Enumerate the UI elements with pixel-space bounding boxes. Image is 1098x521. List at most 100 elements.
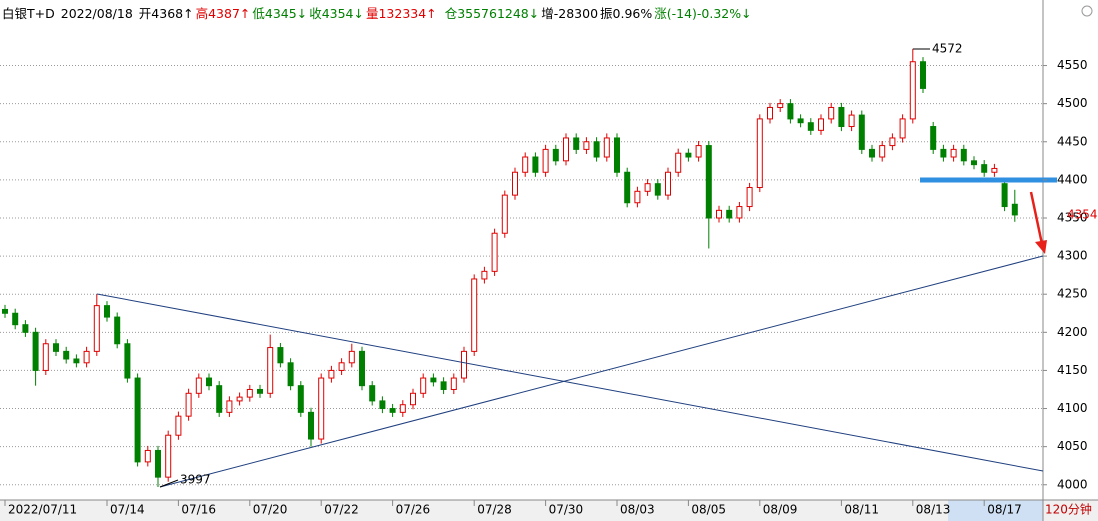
candle-body	[450, 377, 457, 390]
candle-body	[440, 381, 447, 390]
y-tick-label: 4300	[1057, 249, 1088, 263]
candle-body	[930, 126, 937, 150]
candle-body	[471, 278, 478, 352]
period[interactable]: 120分钟	[1045, 502, 1092, 517]
x-tick-label: 07/30	[549, 503, 584, 517]
candle-body	[155, 449, 161, 478]
candle-body	[104, 305, 110, 318]
x-tick-label: 07/28	[477, 503, 512, 517]
y-tick-label: 4450	[1057, 134, 1088, 148]
candle-body	[634, 190, 641, 204]
candle-body	[716, 209, 722, 219]
candle-body	[552, 148, 559, 162]
annotation-leader	[159, 479, 179, 488]
candle-body	[665, 171, 671, 196]
y-tick-label: 4000	[1057, 477, 1088, 491]
candle-body	[410, 392, 416, 406]
candle-body	[736, 206, 743, 219]
header-item: 量132334↑	[366, 6, 437, 21]
last-price-label: 4354	[1067, 207, 1098, 221]
candle-body	[777, 103, 784, 108]
candle-body	[858, 114, 865, 150]
header-item: 涨(-14)-0.32%↓	[654, 6, 751, 21]
candle-body	[399, 404, 406, 413]
candle-body	[379, 400, 386, 410]
candle-body	[920, 61, 926, 89]
annotation: 3997	[180, 473, 211, 487]
header-item: 开4368↑	[139, 6, 194, 21]
candle-body	[787, 103, 794, 120]
trend-line	[96, 293, 1044, 472]
settings-icon[interactable]	[1081, 5, 1093, 17]
candle-body	[981, 164, 988, 173]
x-tick-label: 08/05	[691, 503, 726, 517]
candle-body	[583, 141, 590, 150]
candle-body	[971, 160, 977, 166]
candle-body	[1011, 203, 1018, 216]
candle-body	[644, 183, 651, 192]
candle-body	[512, 171, 518, 196]
candle-body	[359, 350, 365, 387]
x-tick-label: 07/16	[181, 503, 216, 517]
candle-body	[420, 377, 427, 394]
candle-body	[430, 377, 437, 383]
y-tick-label: 4150	[1057, 363, 1088, 377]
y-tick-label: 4200	[1057, 325, 1088, 339]
x-tick-label: 08/13	[916, 503, 951, 517]
candle-body	[2, 308, 8, 314]
candle-body	[389, 408, 396, 413]
candle-body	[348, 350, 355, 364]
candle-body	[63, 350, 70, 360]
x-axis-highlight	[948, 500, 1043, 521]
candle-body	[685, 152, 692, 158]
x-tick-label: 07/20	[253, 503, 288, 517]
candle-body	[287, 362, 294, 387]
instrument: 白银T+D	[2, 6, 55, 21]
candle-body	[277, 347, 284, 364]
candle-body	[206, 377, 212, 387]
candle-body	[318, 377, 325, 440]
y-tick-label: 4100	[1057, 401, 1088, 415]
candle-body	[32, 331, 39, 371]
candle-body	[807, 122, 814, 131]
candle-body	[42, 343, 49, 371]
x-tick-label: 08/11	[844, 503, 879, 517]
candle-body	[501, 194, 508, 234]
candle-body	[889, 137, 896, 147]
candle-body	[1001, 183, 1008, 208]
candle-body	[532, 156, 539, 173]
candle-body	[756, 118, 763, 188]
candle-body	[124, 343, 131, 379]
candle-body	[53, 343, 59, 352]
candle-body	[257, 388, 263, 394]
candle-body	[879, 145, 886, 158]
date: 2022/08/18	[61, 6, 133, 21]
candle-body	[175, 415, 182, 436]
y-tick-label: 4400	[1057, 172, 1088, 186]
candle-body	[22, 324, 29, 333]
candle-body	[461, 350, 467, 379]
x-tick-label: 2022/07/11	[8, 503, 77, 517]
candle-body	[134, 377, 141, 463]
candle-body	[216, 385, 223, 413]
candle-body	[73, 358, 80, 364]
y-tick-label: 4350	[1057, 210, 1088, 224]
candle-body	[491, 232, 498, 272]
x-axis-bar	[0, 500, 1098, 521]
candle-body	[185, 392, 192, 417]
candle-body	[838, 106, 845, 128]
x-tick-label: 08/03	[620, 503, 655, 517]
candle-body	[909, 61, 916, 120]
candle-body	[522, 156, 529, 173]
candle-body	[869, 148, 875, 158]
header-item: 振0.96%	[600, 6, 652, 21]
candle-body	[940, 148, 947, 158]
candle-body	[144, 449, 151, 463]
candle-body	[93, 305, 100, 352]
candle-body	[624, 171, 631, 204]
candle-body	[236, 396, 243, 402]
candle-body	[695, 145, 702, 158]
y-tick-label: 4550	[1057, 58, 1088, 72]
candle-body	[818, 118, 824, 131]
